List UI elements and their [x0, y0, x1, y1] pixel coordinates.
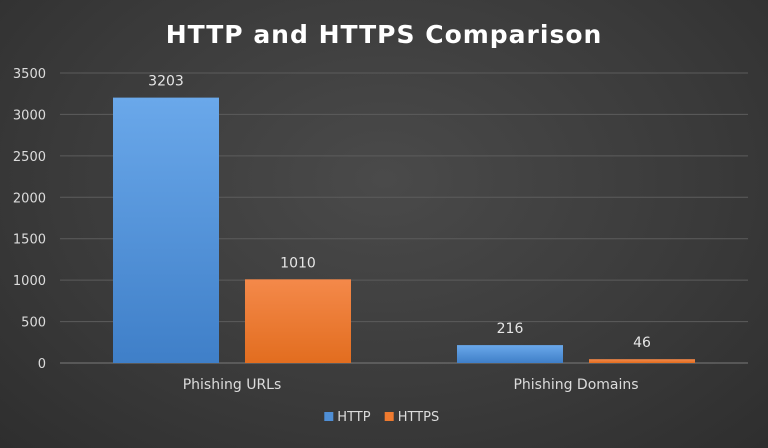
- legend: HTTP HTTPS: [324, 410, 439, 425]
- data-labels: 3203 1010 216 46: [148, 74, 651, 352]
- category-label: Phishing Domains: [513, 377, 638, 393]
- y-tick-label: 3000: [13, 108, 46, 123]
- data-label: 1010: [280, 255, 316, 271]
- bars: [113, 97, 695, 363]
- legend-label-http: HTTP: [337, 410, 370, 425]
- legend-label-https: HTTPS: [398, 410, 440, 425]
- bar-https-phishing-domains: [589, 359, 695, 363]
- y-tick-label: 1500: [13, 233, 46, 248]
- x-axis-categories: Phishing URLs Phishing Domains: [183, 377, 639, 393]
- data-label: 3203: [148, 74, 184, 90]
- bar-https-phishing-urls: [245, 279, 351, 363]
- y-tick-label: 1000: [13, 274, 46, 289]
- y-tick-label: 2000: [13, 191, 46, 206]
- bar-http-phishing-domains: [457, 345, 563, 363]
- category-label: Phishing URLs: [183, 377, 282, 393]
- data-label: 46: [633, 335, 651, 351]
- y-tick-label: 2500: [13, 150, 46, 165]
- legend-swatch-https: [384, 412, 394, 421]
- data-label: 216: [497, 321, 524, 337]
- chart-title: HTTP and HTTPS Comparison: [166, 20, 603, 49]
- bar-http-phishing-urls: [113, 97, 219, 363]
- legend-swatch-http: [324, 412, 334, 421]
- y-tick-label: 3500: [13, 67, 46, 82]
- y-tick-label: 0: [38, 357, 46, 372]
- y-tick-label: 500: [21, 316, 46, 331]
- y-axis-ticks: 0 500 1000 1500 2000 2500 3000 3500: [13, 67, 46, 372]
